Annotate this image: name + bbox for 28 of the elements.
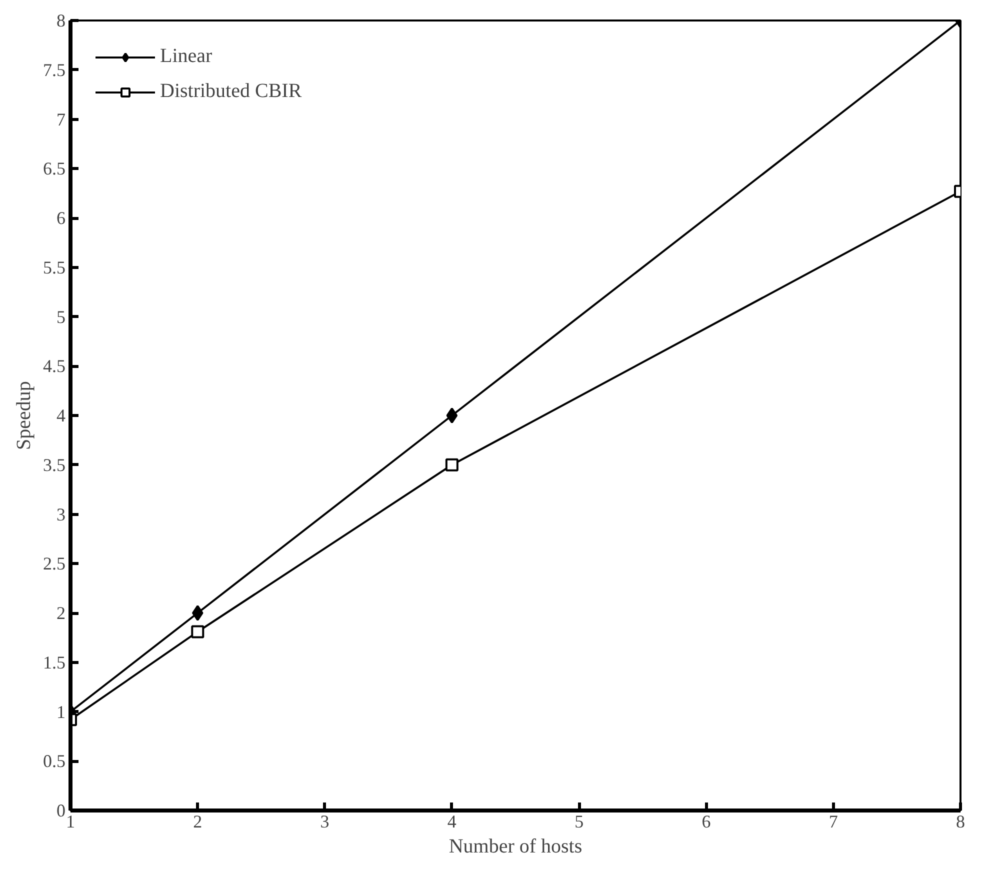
y-tick-label: 2.5 [43,554,66,574]
legend-label: Distributed CBIR [160,80,302,103]
x-tick-label: 4 [447,812,456,832]
y-tick-label: 6.5 [43,158,66,179]
y-tick-label: 7.5 [43,60,66,80]
y-tick-label: 5.5 [43,257,66,278]
y-tick-label: 3.5 [43,454,66,475]
y-tick-label: 4.5 [43,356,66,376]
x-tick-label: 7 [828,812,838,832]
x-tick-label: 5 [574,812,584,832]
y-tick-label: 1 [56,702,66,722]
y-tick-label: 0 [56,800,66,820]
y-tick-label: 0.5 [43,751,66,772]
y-axis-title: Speedup [13,381,35,450]
x-axis-title: Number of hosts [448,836,582,858]
y-tick-label: 8 [56,10,66,30]
y-tick-label: 7 [56,109,66,130]
y-tick-label: 6 [56,208,66,228]
x-tick-label: 2 [193,812,202,832]
y-tick-label: 3 [56,504,66,524]
y-tick-label: 5 [56,306,66,327]
x-tick-label: 8 [956,812,965,832]
y-tick-label: 4 [56,406,66,426]
x-tick-label: 3 [320,812,330,832]
x-tick-label: 6 [702,812,711,832]
legend-label: Linear [160,45,212,68]
y-tick-label: 2 [56,603,66,623]
y-tick-label: 1.5 [43,652,66,672]
